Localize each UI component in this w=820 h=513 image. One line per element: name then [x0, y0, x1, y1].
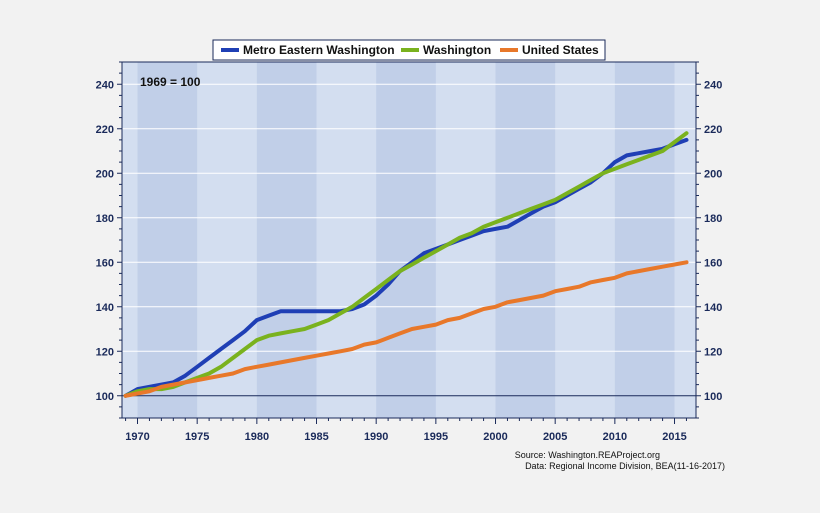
base-year-annotation: 1969 = 100 — [140, 75, 201, 89]
y-tick-label-right: 180 — [704, 213, 722, 225]
y-tick-label-right: 120 — [704, 346, 722, 358]
y-tick-label-left: 240 — [96, 79, 114, 91]
x-tick-label: 1995 — [424, 431, 448, 443]
x-tick-label: 1985 — [304, 431, 328, 443]
year-band — [137, 62, 198, 418]
axes: 100 100 120 120 140 140 160 160 180 180 200 200 220 2… — [96, 61, 722, 443]
series-line-washington — [123, 131, 689, 398]
y-tick-label-left: 120 — [96, 346, 114, 358]
x-tick-label: 1980 — [245, 431, 269, 443]
x-tick-label: 1990 — [364, 431, 388, 443]
y-tick-label-left: 160 — [96, 257, 114, 269]
x-tick-label: 2005 — [543, 431, 567, 443]
series-line-united-states — [123, 260, 689, 398]
y-tick-label-right: 140 — [704, 302, 722, 314]
year-bands — [137, 62, 675, 418]
y-tick-label-right: 220 — [704, 124, 722, 136]
legend-label-washington: Washington — [423, 43, 491, 57]
year-band — [614, 62, 675, 418]
x-tick-label: 1975 — [185, 431, 209, 443]
year-band — [495, 62, 556, 418]
legend-label-metro: Metro Eastern Washington — [243, 43, 395, 57]
series-lines — [123, 131, 689, 398]
y-tick-label-left: 200 — [96, 168, 114, 180]
x-tick-label: 2000 — [483, 431, 507, 443]
y-tick-label-right: 240 — [704, 79, 722, 91]
legend-label-us: United States — [522, 43, 599, 57]
x-tick-label: 2010 — [603, 431, 627, 443]
year-band — [376, 62, 436, 418]
x-tick-label: 1970 — [125, 431, 149, 443]
y-tick-label-left: 140 — [96, 302, 114, 314]
x-tick-label: 2015 — [662, 431, 686, 443]
y-tick-label-right: 160 — [704, 257, 722, 269]
y-tick-label-left: 180 — [96, 213, 114, 225]
y-tick-label-left: 100 — [96, 391, 114, 403]
y-tick-label-right: 100 — [704, 391, 722, 403]
legend: Metro Eastern Washington Washington Unit… — [212, 39, 606, 61]
y-tick-label-left: 220 — [96, 124, 114, 136]
source-line-2: Data: Regional Income Division, BEA(11-1… — [525, 461, 725, 471]
y-tick-label-right: 200 — [704, 168, 722, 180]
source-line-1: Source: Washington.REAProject.org — [515, 450, 660, 460]
